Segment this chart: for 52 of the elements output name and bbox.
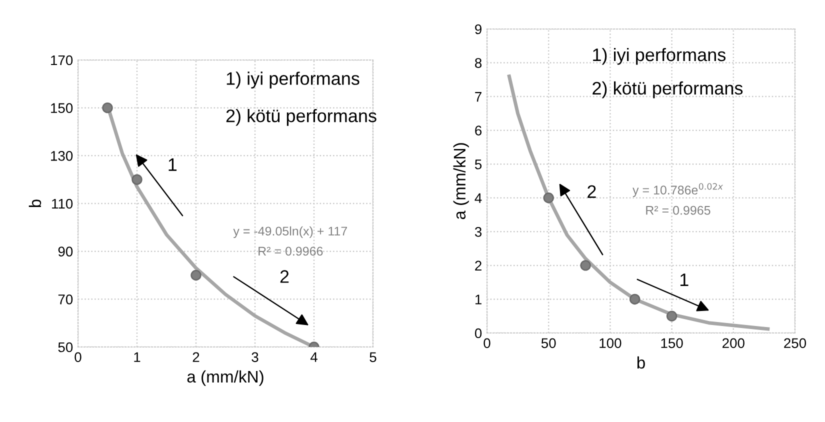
point [543, 192, 554, 204]
annotation: 1) iyi performans [226, 72, 360, 89]
x-tick-label: 0 [484, 338, 490, 348]
annotation: 2) kötü performans [226, 108, 376, 126]
x-tick-label: 5 [370, 352, 376, 362]
x-tick-label: 4 [310, 352, 318, 362]
annotation: R² = 0.9966 [258, 246, 323, 256]
annotation: 2 [280, 270, 289, 283]
annotation: 1 [680, 274, 688, 286]
point [629, 294, 640, 305]
y-tick-label: 150 [51, 103, 73, 114]
x-axis-title: b [637, 356, 645, 369]
x-tick-label: 0 [74, 352, 82, 362]
y-tick-label: 170 [51, 55, 73, 66]
annotation: 1) iyi performans [593, 48, 726, 65]
y-tick-label: 3 [474, 227, 482, 237]
line-series [507, 74, 770, 331]
y-tick-label: 4 [474, 193, 482, 203]
x-tick-label: 250 [784, 338, 806, 348]
point [580, 260, 591, 271]
x-tick-label: 150 [661, 338, 683, 348]
point [102, 102, 113, 114]
point [666, 310, 678, 322]
y-tick-label: 7 [475, 92, 482, 102]
x-tick-label: 50 [541, 338, 556, 348]
y-tick-label: 5 [474, 160, 482, 170]
y-tick-label: 2 [475, 260, 482, 270]
x-tick-label: 1 [134, 352, 140, 362]
annotation: R² = 0.9965 [646, 206, 710, 215]
y-tick-label: 8 [475, 58, 482, 68]
y-axis-title: b [28, 200, 42, 208]
x-tick-label: 100 [600, 338, 622, 348]
annotation: 2) kötü performans [592, 81, 743, 98]
y-tick-label: 1 [475, 294, 482, 304]
y-tick-label: 110 [52, 198, 73, 209]
y-tick-label: 90 [58, 246, 73, 257]
x-axis-title: a (mm/kN) [187, 370, 264, 386]
y-tick-label: 0 [474, 328, 482, 338]
annotation: y = 10.786e$^{0.02x}$ [632, 183, 724, 197]
y-tick-label: 130 [51, 151, 73, 161]
y-tick-label: 70 [58, 294, 73, 304]
point [132, 174, 142, 185]
y-axis-title: a (mm/kN) [453, 143, 469, 220]
x-tick-label: 200 [722, 338, 744, 348]
point [190, 270, 202, 281]
annotation: 2 [588, 185, 596, 198]
x-tick-label: 2 [192, 352, 200, 362]
x-tick-label: 3 [252, 352, 258, 362]
y-tick-label: 9 [475, 24, 482, 34]
y-tick-label: 6 [475, 126, 482, 136]
annotation: 1 [168, 158, 177, 171]
annotation: y = -49.05ln(x) + 117 [233, 226, 347, 238]
